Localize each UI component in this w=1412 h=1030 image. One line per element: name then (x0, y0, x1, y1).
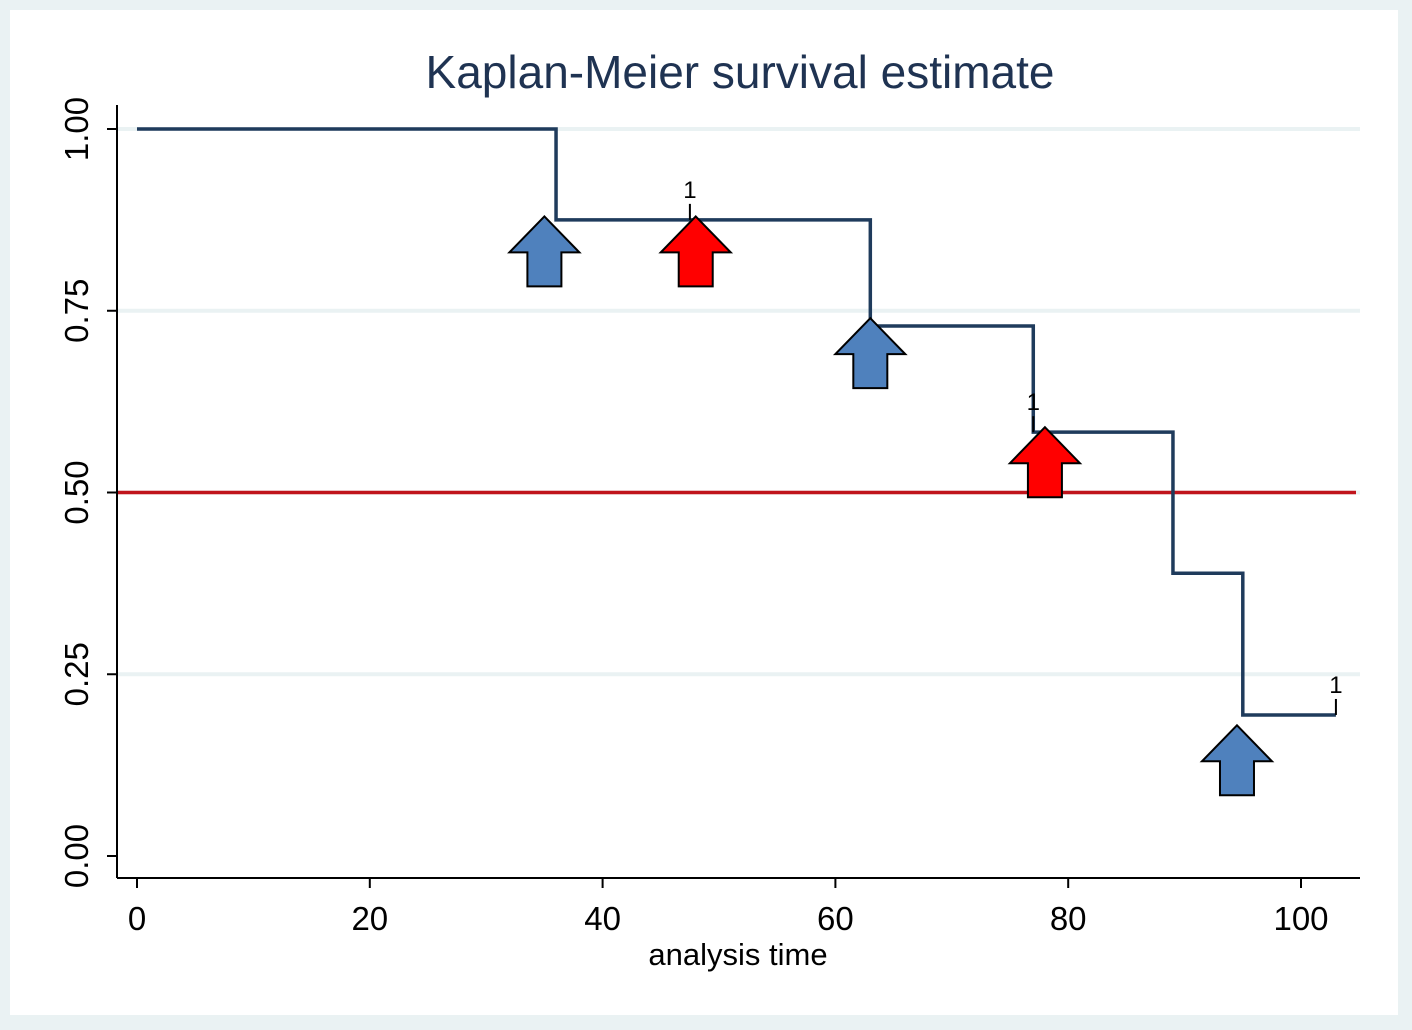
x-axis-title: analysis time (648, 937, 827, 972)
x-ticks-group: 0 20 40 60 80 100 (128, 878, 1329, 937)
y-tick-label-2: 0.50 (58, 460, 95, 524)
up-arrow-icon-1 (658, 214, 734, 288)
censor-marks-group: 1 1 1 (683, 177, 1343, 715)
up-arrow-icon-4 (1199, 723, 1275, 797)
censor-label-2: 1 (1329, 672, 1342, 699)
y-tick-label-1: 0.25 (58, 642, 95, 706)
up-arrow-icon-2 (832, 316, 908, 390)
x-tick-label-3: 60 (817, 900, 854, 937)
y-tick-label-3: 0.75 (58, 279, 95, 343)
chart-title: Kaplan-Meier survival estimate (426, 46, 1055, 98)
up-arrow-icon-0 (507, 214, 582, 288)
x-tick-label-5: 100 (1273, 900, 1328, 937)
censor-label-1: 1 (1027, 389, 1040, 416)
x-tick-label-4: 80 (1050, 900, 1087, 937)
arrow-annotations-group (507, 214, 1275, 797)
x-tick-label-2: 40 (584, 900, 621, 937)
survival-curve-group (137, 127, 1336, 717)
y-tick-label-0: 0.00 (58, 824, 95, 888)
y-tick-label-4: 1.00 (58, 97, 95, 161)
survival-step-line (137, 127, 1336, 717)
up-arrow-icon-3 (1007, 425, 1083, 499)
censor-label-0: 1 (683, 177, 696, 204)
x-tick-label-1: 20 (351, 900, 388, 937)
x-tick-label-0: 0 (128, 900, 146, 937)
y-ticks-group: 0.00 0.25 0.50 0.75 1.00 (58, 97, 117, 888)
